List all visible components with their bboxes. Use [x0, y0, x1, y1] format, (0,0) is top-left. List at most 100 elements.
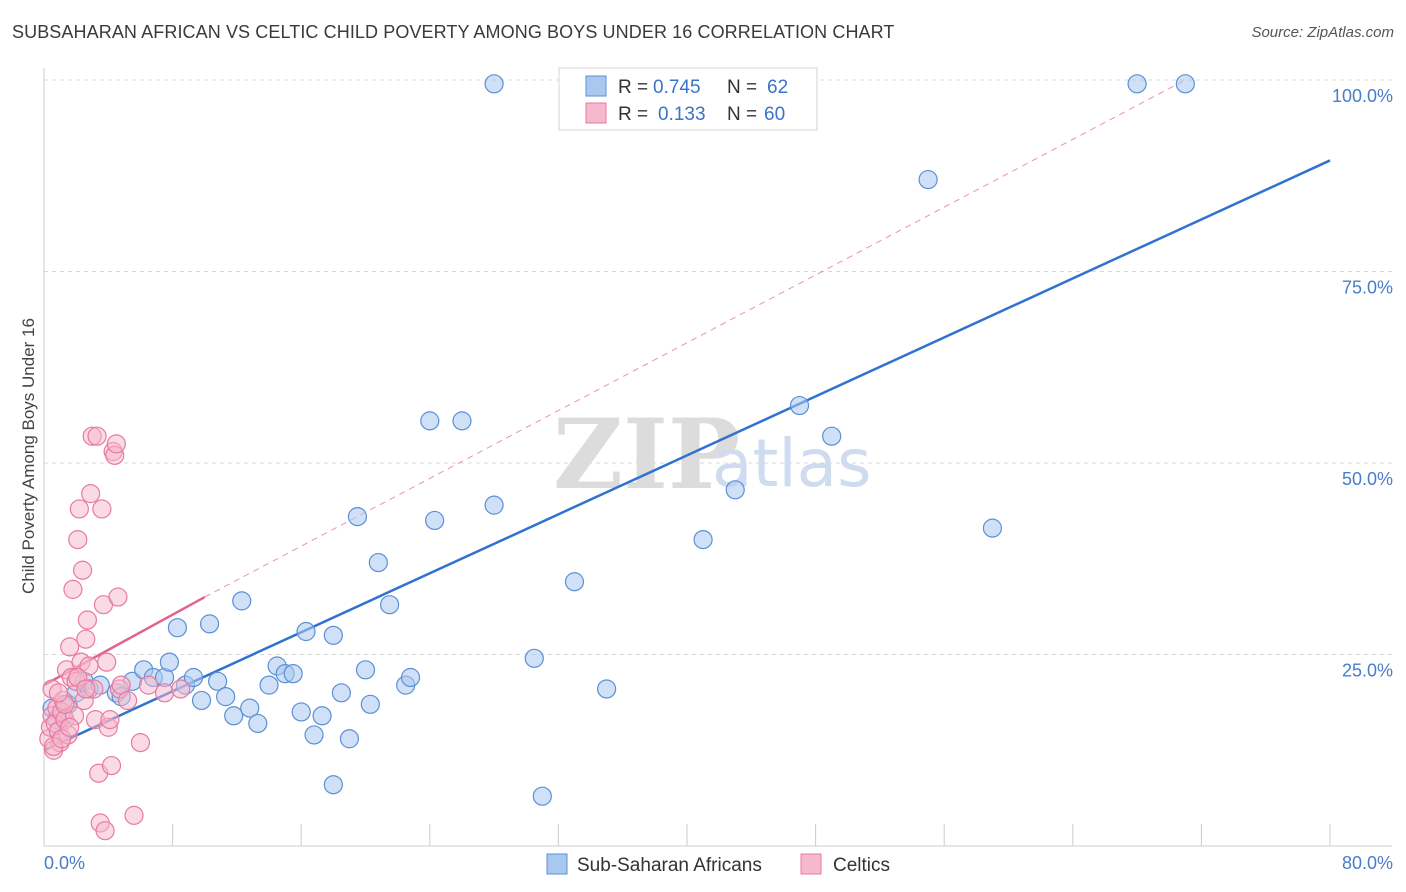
legend-n-value-blue: 62	[767, 77, 788, 98]
y-tick-label-25: 25.0%	[1342, 661, 1393, 681]
watermark: ZIP atlas	[553, 398, 872, 511]
point-sub-saharan-55	[822, 426, 842, 446]
points-celtics	[39, 426, 191, 841]
point-celtics-19	[68, 529, 88, 550]
point-celtics-43	[106, 434, 126, 454]
point-sub-saharan-44	[425, 510, 445, 531]
point-sub-saharan-32	[304, 725, 324, 745]
y-tick-label-50: 50.0%	[1342, 469, 1393, 489]
point-sub-saharan-51	[597, 679, 617, 699]
point-celtics-44	[108, 587, 128, 607]
point-sub-saharan-37	[347, 507, 368, 527]
point-sub-saharan-26	[259, 675, 279, 695]
point-sub-saharan-34	[323, 625, 343, 645]
y-tick-label-75: 75.0%	[1342, 278, 1393, 298]
chart-title: SUBSAHARAN AFRICAN VS CELTIC CHILD POVER…	[12, 22, 895, 42]
point-sub-saharan-52	[693, 529, 713, 550]
point-sub-saharan-43	[420, 411, 440, 431]
point-celtics-52	[171, 679, 191, 699]
point-sub-saharan-29	[283, 664, 303, 684]
point-sub-saharan-53	[725, 480, 745, 500]
point-celtics-47	[117, 690, 138, 711]
watermark-zip: ZIP	[553, 398, 740, 511]
point-sub-saharan-38	[355, 660, 376, 680]
x-tick-label-80: 80.0%	[1342, 853, 1393, 873]
point-sub-saharan-21	[216, 687, 236, 707]
point-celtics-51	[154, 683, 175, 703]
point-sub-saharan-30	[291, 702, 311, 722]
point-celtics-49	[130, 732, 151, 753]
point-sub-saharan-31	[296, 621, 316, 642]
point-celtics-37	[97, 652, 117, 672]
legend-swatch-blue	[585, 75, 607, 97]
point-sub-saharan-18	[191, 690, 212, 711]
point-sub-saharan-59	[1175, 74, 1195, 94]
point-sub-saharan-48	[524, 648, 544, 668]
point-celtics-48	[124, 805, 144, 825]
point-celtics-39	[100, 710, 120, 730]
point-sub-saharan-17	[183, 667, 204, 688]
point-sub-saharan-49	[532, 786, 552, 806]
legend-swatch-pink	[585, 102, 607, 124]
point-sub-saharan-56	[918, 169, 938, 190]
legend-r-value-blue: 0.745	[653, 77, 701, 98]
point-celtics-16	[63, 579, 83, 599]
point-sub-saharan-60	[400, 667, 421, 688]
bottom-legend-label-sub-saharan: Sub-Saharan Africans	[577, 855, 762, 876]
point-celtics-14	[60, 637, 80, 657]
legend-r-label-pink: R =	[618, 104, 648, 125]
point-celtics-31	[87, 426, 107, 446]
legend-r-value-pink: 0.133	[658, 104, 706, 125]
y-axis-label: Child Poverty Among Boys Under 16	[19, 318, 38, 594]
point-celtics-24	[76, 629, 96, 649]
point-celtics-20	[69, 499, 89, 519]
point-celtics-59	[76, 679, 96, 699]
point-sub-saharan-58	[1127, 74, 1147, 94]
point-sub-saharan-20	[208, 671, 228, 691]
x-tick-labels: 0.0% 80.0%	[44, 853, 1393, 873]
point-celtics-22	[72, 560, 93, 580]
point-celtics-50	[138, 675, 159, 695]
point-sub-saharan-19	[199, 614, 220, 634]
legend-r-label-blue: R =	[618, 77, 648, 98]
point-celtics-27	[81, 484, 101, 504]
point-sub-saharan-50	[564, 572, 585, 592]
point-sub-saharan-41	[380, 595, 400, 615]
bottom-legend-swatch-blue	[546, 853, 568, 875]
point-sub-saharan-15	[167, 618, 188, 638]
point-sub-saharan-47	[484, 74, 504, 94]
point-sub-saharan-40	[368, 552, 388, 573]
legend-box: R = 0.745 N = 62 R = 0.133 N = 60	[558, 67, 818, 131]
point-sub-saharan-23	[232, 591, 252, 611]
bottom-legend-label-celtics: Celtics	[833, 855, 890, 876]
legend-n-value-pink: 60	[764, 104, 785, 125]
bottom-legend: Sub-Saharan Africans Celtics	[546, 853, 890, 876]
point-sub-saharan-35	[331, 683, 351, 703]
y-tick-label-100: 100.0%	[1332, 86, 1393, 106]
point-celtics-25	[77, 610, 98, 630]
chart-source: Source: ZipAtlas.com	[1251, 24, 1394, 41]
point-sub-saharan-45	[452, 411, 472, 431]
point-sub-saharan-39	[360, 694, 380, 714]
point-sub-saharan-46	[484, 495, 504, 515]
point-sub-saharan-22	[224, 706, 244, 726]
point-celtics-36	[95, 821, 115, 841]
point-sub-saharan-36	[339, 729, 360, 749]
bottom-legend-swatch-pink	[800, 853, 822, 875]
point-sub-saharan-14	[159, 652, 179, 672]
grid-lines	[44, 79, 1392, 655]
legend-n-label-blue: N =	[727, 77, 757, 98]
point-sub-saharan-33	[312, 706, 332, 726]
point-celtics-40	[101, 755, 122, 776]
point-sub-saharan-57	[982, 518, 1003, 538]
x-tick-label-0: 0.0%	[44, 853, 85, 873]
point-sub-saharan-61	[323, 775, 343, 795]
point-celtics-34	[92, 499, 112, 519]
point-celtics-56	[48, 683, 69, 703]
trend-line-sub-saharan	[43, 159, 1331, 752]
point-celtics-58	[60, 717, 80, 737]
point-sub-saharan-25	[248, 713, 268, 734]
point-sub-saharan-24	[240, 698, 260, 718]
legend-n-label-pink: N =	[727, 104, 757, 125]
